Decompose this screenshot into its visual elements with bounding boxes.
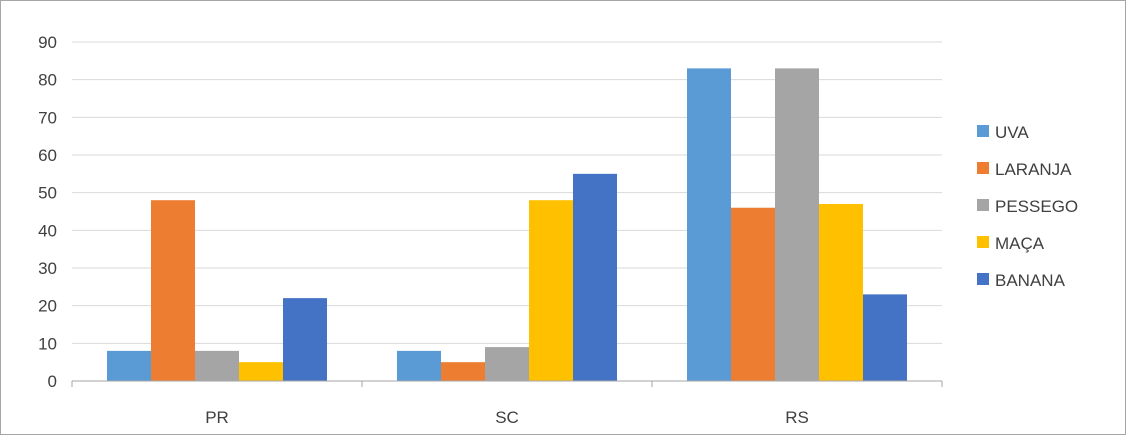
- gridlines: [72, 41, 942, 344]
- bar-laranja-rs: [731, 207, 775, 381]
- y-tick-label: 50: [38, 184, 57, 203]
- legend-swatch: [977, 162, 989, 174]
- legend-swatch: [977, 125, 989, 137]
- bar-maça-rs: [819, 203, 863, 381]
- legend-label: LARANJA: [995, 160, 1072, 179]
- bar-uva-pr: [107, 350, 151, 381]
- bar-pessego-rs: [775, 68, 819, 381]
- axes: [71, 380, 943, 387]
- bar-banana-rs: [863, 294, 907, 381]
- y-tick-label: 20: [38, 297, 57, 316]
- x-tick-labels: PR SC RS: [205, 408, 809, 427]
- bar-uva-sc: [397, 350, 441, 381]
- legend-label: UVA: [995, 123, 1029, 142]
- y-tick-label: 0: [48, 372, 57, 391]
- bar-laranja-sc: [441, 362, 485, 381]
- y-tick-label: 60: [38, 146, 57, 165]
- y-tick-label: 90: [38, 33, 57, 52]
- legend-label: MAÇA: [995, 234, 1045, 253]
- y-tick-label: 80: [38, 71, 57, 90]
- x-tick-label: RS: [785, 408, 809, 427]
- bar-maça-pr: [239, 362, 283, 381]
- x-tick-label: SC: [495, 408, 519, 427]
- bar-banana-sc: [573, 173, 617, 381]
- bar-laranja-pr: [151, 200, 195, 381]
- legend-label: BANANA: [995, 271, 1066, 290]
- y-tick-label: 30: [38, 259, 57, 278]
- bars: [107, 68, 907, 381]
- bar-pessego-sc: [485, 347, 529, 381]
- bar-banana-pr: [283, 298, 327, 381]
- bar-uva-rs: [687, 68, 731, 381]
- y-tick-label: 40: [38, 221, 57, 240]
- bar-pessego-pr: [195, 350, 239, 381]
- legend-swatch: [977, 199, 989, 211]
- bar-maça-sc: [529, 200, 573, 381]
- legend-label: PESSEGO: [995, 197, 1078, 216]
- x-tick-label: PR: [205, 408, 229, 427]
- legend-swatch: [977, 236, 989, 248]
- y-tick-label: 10: [38, 334, 57, 353]
- legend: UVA LARANJA PESSEGO MAÇA BANANA: [977, 123, 1078, 290]
- y-tick-label: 70: [38, 108, 57, 127]
- y-tick-labels: 0 10 20 30 40 50 60 70 80 90: [38, 33, 57, 391]
- legend-swatch: [977, 273, 989, 285]
